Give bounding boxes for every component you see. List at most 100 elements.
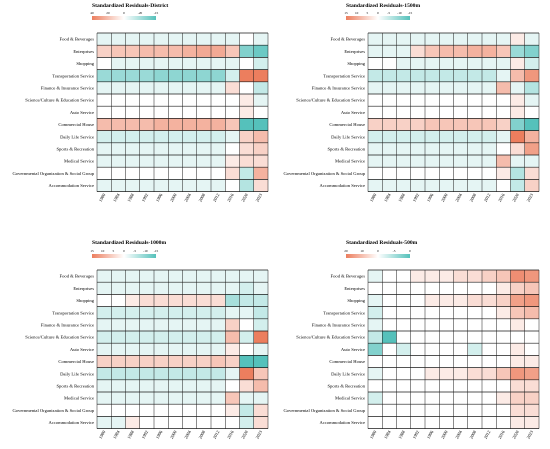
panel2-cell: [410, 33, 425, 46]
panel2-cell: [453, 57, 468, 70]
panel2-cell: [510, 57, 525, 70]
panel1-row-label: Daily Life Service: [60, 134, 94, 139]
panel1-cell: [111, 142, 126, 155]
panel2-cell: [524, 57, 539, 70]
panel3-col-label: 2012: [212, 430, 221, 440]
panel2-cell: [453, 81, 468, 94]
panel3-cell: [196, 331, 211, 344]
panel1-col-label: 1992: [141, 193, 150, 203]
panel1-cell: [154, 57, 169, 70]
panel2-cell: [382, 33, 397, 46]
panel4-cell: [524, 379, 539, 392]
panel3-row-label: Governmental Organization & Social Group: [12, 408, 94, 413]
panel2-cell: [453, 179, 468, 192]
panel1-cell: [111, 118, 126, 131]
panel3-col-label: 2004: [183, 429, 192, 440]
panel3-cell: [97, 270, 112, 283]
panel2-row-label: Daily Life Service: [331, 134, 365, 139]
panel2-cell: [382, 167, 397, 180]
panel2-cell: [496, 118, 511, 131]
panel4-cell: [368, 367, 383, 380]
panel4-col-label: 1996: [426, 429, 435, 440]
panel4-cell: [496, 282, 511, 295]
panel1-cell: [239, 130, 254, 143]
panel4-col-label: 2012: [483, 430, 492, 440]
panel3-legend-bar: [92, 254, 156, 258]
panel4-cell: [368, 416, 383, 429]
panel4-cell: [382, 367, 397, 380]
panel3-cell: [111, 392, 126, 405]
panel1-col-label: 2016: [226, 192, 235, 203]
panel3-cell: [182, 379, 197, 392]
panel1-cell: [111, 179, 126, 192]
panel1-cell: [139, 167, 154, 180]
panel1-cell: [225, 45, 240, 58]
panel4-cell: [524, 355, 539, 368]
panel4-cell: [467, 367, 482, 380]
panel3-cell: [125, 355, 140, 368]
panel3-cell: [211, 379, 226, 392]
panel4-legend-tick: 10: [360, 249, 364, 253]
panel2-cell: [524, 45, 539, 58]
panel3-cell: [211, 367, 226, 380]
panel4-cell: [439, 306, 454, 319]
panel4-cell: [439, 270, 454, 283]
panel3-cell: [154, 306, 169, 319]
panel2-cell: [382, 130, 397, 143]
panel2-cell: [439, 45, 454, 58]
panel3-cell: [239, 379, 254, 392]
panel1-cell: [125, 57, 140, 70]
panel1-cell: [154, 167, 169, 180]
panel3-row-label: Sports & Recreation: [56, 384, 94, 389]
panel4-cell: [467, 270, 482, 283]
panel2-cell: [524, 33, 539, 46]
panel3-cell: [239, 331, 254, 344]
panel2-col-label: 2012: [483, 193, 492, 203]
panel2-cell: [524, 106, 539, 119]
panel3-cell: [182, 318, 197, 331]
panel4-cell: [439, 355, 454, 368]
panel1-cell: [168, 118, 183, 131]
panel3-cell: [253, 416, 268, 429]
panel3-cell: [154, 379, 169, 392]
panel3-cell: [139, 392, 154, 405]
panel4-cell: [396, 379, 411, 392]
panel3-cell: [239, 294, 254, 307]
panel1-cell: [211, 118, 226, 131]
panel2-cell: [410, 130, 425, 143]
panel1-row-label: Accommodation Service: [48, 183, 94, 188]
panel4-cell: [482, 355, 497, 368]
panel3-row-label: Science/Culture & Education Service: [25, 335, 94, 340]
panel2-cell: [453, 94, 468, 107]
panel3-cell: [139, 404, 154, 417]
panel2-col-label: 2004: [454, 192, 463, 203]
panel2-col-label: 1980: [369, 192, 378, 203]
panel2-cell: [396, 69, 411, 82]
panel2-cell: [368, 179, 383, 192]
panel3-col-label: 1980: [98, 429, 107, 440]
panel2-cell: [510, 118, 525, 131]
panel3-cell: [196, 355, 211, 368]
panel2-cell: [396, 118, 411, 131]
panel4-cell: [524, 331, 539, 344]
panel4-cell: [467, 318, 482, 331]
panel1-cell: [182, 94, 197, 107]
panel4-row-label: Science/Culture & Education Service: [296, 335, 365, 340]
panel1-legend-tick: -15: [154, 11, 159, 15]
panel1-cell: [182, 155, 197, 168]
panel4-cell: [482, 392, 497, 405]
panel3-col-label: 1984: [112, 429, 121, 440]
panel4-cell: [496, 306, 511, 319]
panel3-cell: [154, 404, 169, 417]
panel4-col-label: 2000: [440, 429, 449, 440]
panel3-cell: [253, 331, 268, 344]
panel3-cell: [225, 306, 240, 319]
panel1-col-label: 2004: [183, 192, 192, 203]
panel4-cell: [439, 404, 454, 417]
panel1-cell: [125, 33, 140, 46]
panel1-col-label: 1996: [155, 192, 164, 203]
panel2-cell: [510, 81, 525, 94]
panel2-cell: [524, 167, 539, 180]
panel4-col-label: 2004: [454, 429, 463, 440]
panel3-cell: [139, 294, 154, 307]
